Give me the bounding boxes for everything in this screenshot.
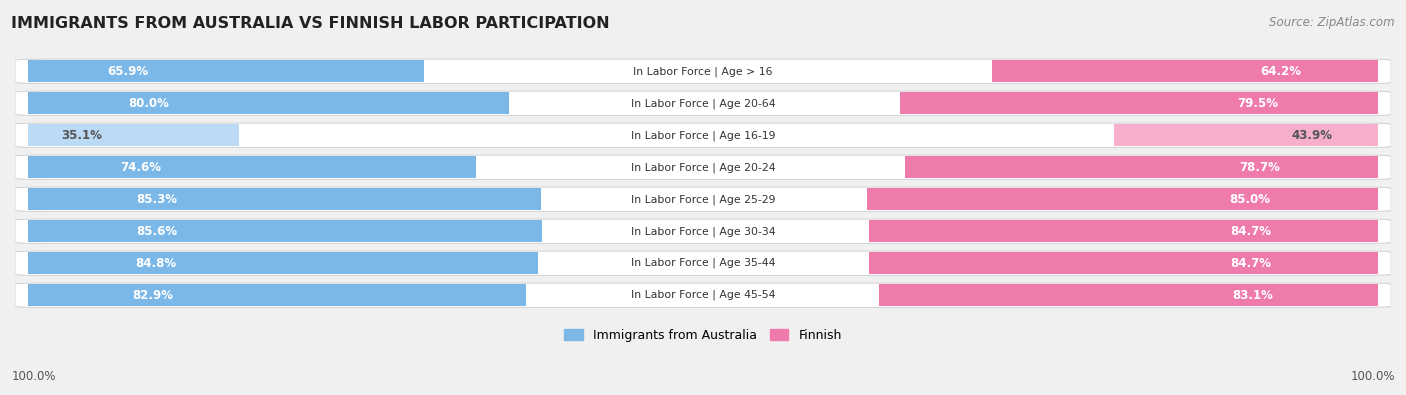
- Text: 43.9%: 43.9%: [1291, 129, 1331, 142]
- FancyBboxPatch shape: [15, 251, 1391, 275]
- Bar: [28, 124, 239, 146]
- Bar: [900, 92, 1378, 114]
- Text: In Labor Force | Age 16-19: In Labor Force | Age 16-19: [631, 130, 775, 141]
- Text: In Labor Force | Age > 16: In Labor Force | Age > 16: [633, 66, 773, 77]
- Text: 82.9%: 82.9%: [132, 289, 173, 302]
- FancyBboxPatch shape: [15, 187, 1391, 211]
- Legend: Immigrants from Australia, Finnish: Immigrants from Australia, Finnish: [560, 324, 846, 347]
- Bar: [868, 188, 1378, 210]
- FancyBboxPatch shape: [15, 219, 1391, 243]
- FancyBboxPatch shape: [15, 123, 1391, 147]
- Text: 85.0%: 85.0%: [1229, 193, 1271, 206]
- Bar: [869, 252, 1378, 274]
- FancyBboxPatch shape: [15, 283, 1391, 307]
- Bar: [993, 60, 1378, 82]
- Bar: [28, 92, 509, 114]
- Text: 65.9%: 65.9%: [107, 65, 148, 78]
- Text: 100.0%: 100.0%: [11, 370, 56, 383]
- Text: 85.6%: 85.6%: [136, 225, 177, 238]
- Bar: [879, 284, 1378, 306]
- FancyBboxPatch shape: [15, 59, 1391, 83]
- Text: Source: ZipAtlas.com: Source: ZipAtlas.com: [1270, 16, 1395, 29]
- Bar: [28, 284, 526, 306]
- Text: In Labor Force | Age 30-34: In Labor Force | Age 30-34: [631, 226, 775, 237]
- Bar: [28, 220, 543, 242]
- FancyBboxPatch shape: [15, 91, 1391, 115]
- Bar: [905, 156, 1378, 178]
- Text: 84.7%: 84.7%: [1230, 257, 1271, 270]
- Bar: [28, 188, 540, 210]
- Text: In Labor Force | Age 20-24: In Labor Force | Age 20-24: [631, 162, 775, 173]
- Text: 83.1%: 83.1%: [1232, 289, 1274, 302]
- Text: IMMIGRANTS FROM AUSTRALIA VS FINNISH LABOR PARTICIPATION: IMMIGRANTS FROM AUSTRALIA VS FINNISH LAB…: [11, 16, 610, 31]
- Bar: [869, 220, 1378, 242]
- Text: 35.1%: 35.1%: [60, 129, 101, 142]
- Text: In Labor Force | Age 45-54: In Labor Force | Age 45-54: [631, 290, 775, 301]
- Bar: [28, 156, 477, 178]
- Text: 79.5%: 79.5%: [1237, 97, 1278, 110]
- Text: 84.7%: 84.7%: [1230, 225, 1271, 238]
- Text: In Labor Force | Age 35-44: In Labor Force | Age 35-44: [631, 258, 775, 269]
- Text: 85.3%: 85.3%: [136, 193, 177, 206]
- Text: 64.2%: 64.2%: [1261, 65, 1302, 78]
- Text: In Labor Force | Age 25-29: In Labor Force | Age 25-29: [631, 194, 775, 205]
- Bar: [1114, 124, 1378, 146]
- FancyBboxPatch shape: [15, 155, 1391, 179]
- Text: In Labor Force | Age 20-64: In Labor Force | Age 20-64: [631, 98, 775, 109]
- Bar: [28, 252, 537, 274]
- Text: 100.0%: 100.0%: [1350, 370, 1395, 383]
- Bar: [28, 60, 425, 82]
- Text: 74.6%: 74.6%: [120, 161, 160, 174]
- Text: 78.7%: 78.7%: [1239, 161, 1279, 174]
- Text: 80.0%: 80.0%: [128, 97, 169, 110]
- Text: 84.8%: 84.8%: [135, 257, 176, 270]
